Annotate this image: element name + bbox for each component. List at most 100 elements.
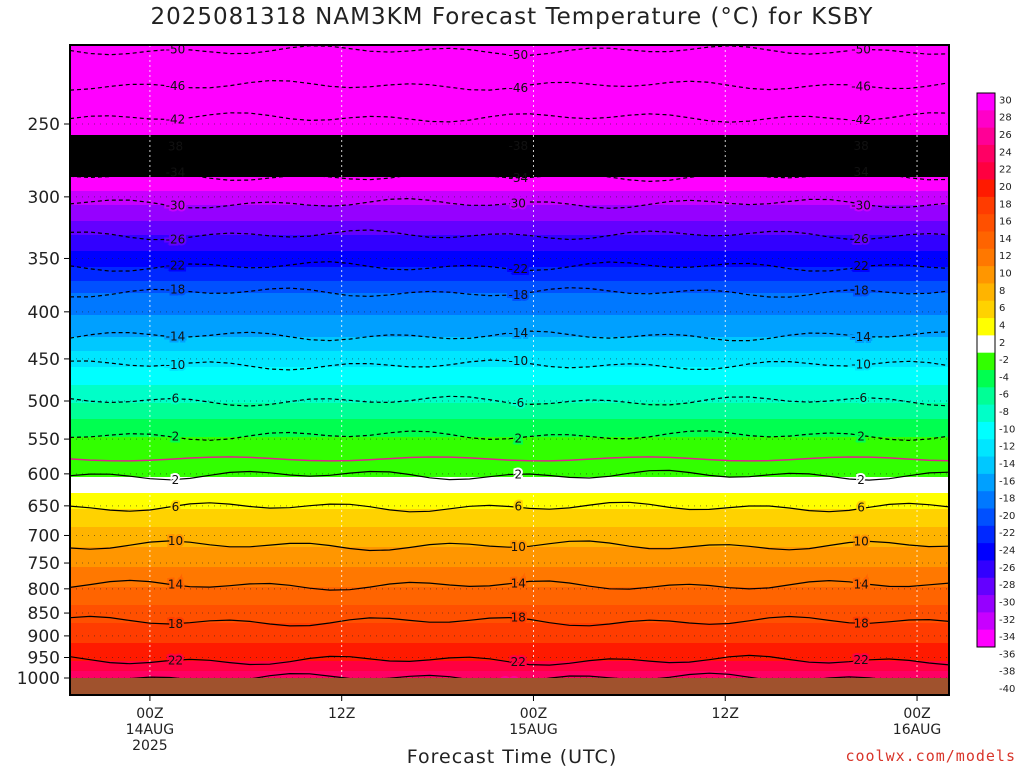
temperature-band bbox=[70, 169, 949, 172]
isotherm-label: 10 bbox=[511, 540, 526, 554]
isotherm-label: 26 bbox=[853, 232, 868, 246]
temperature-band bbox=[70, 65, 949, 68]
temperature-band bbox=[70, 195, 949, 198]
temperature-band bbox=[70, 99, 949, 102]
temperature-band bbox=[70, 373, 949, 376]
temperature-band bbox=[70, 225, 949, 228]
temperature-band bbox=[70, 487, 949, 490]
temperature-band bbox=[70, 641, 949, 644]
colorbar-tick-label: -40 bbox=[999, 684, 1015, 695]
temperature-band bbox=[70, 227, 949, 230]
colorbar-swatch bbox=[977, 144, 995, 163]
temperature-band bbox=[70, 255, 949, 258]
temperature-band bbox=[70, 79, 949, 82]
temperature-band bbox=[70, 561, 949, 564]
colorbar-swatch bbox=[977, 421, 995, 440]
colorbar-tick-label: -12 bbox=[999, 442, 1015, 453]
x-axis-label: Forecast Time (UTC) bbox=[406, 746, 618, 768]
temperature-band bbox=[70, 585, 949, 588]
temperature-band bbox=[70, 533, 949, 536]
colorbar-swatch bbox=[977, 473, 995, 492]
temperature-band bbox=[70, 367, 949, 370]
temperature-band bbox=[70, 423, 949, 426]
temperature-band bbox=[70, 633, 949, 636]
temperature-band bbox=[70, 277, 949, 280]
temperature-band bbox=[70, 601, 949, 604]
temperature-band bbox=[70, 389, 949, 392]
temperature-band bbox=[70, 535, 949, 538]
temperature-band bbox=[70, 323, 949, 326]
temperature-band bbox=[70, 231, 949, 234]
temperature-band bbox=[70, 193, 949, 196]
temperature-band bbox=[70, 339, 949, 342]
temperature-band bbox=[70, 567, 949, 570]
temperature-band bbox=[70, 167, 949, 170]
freezing-level-line bbox=[70, 456, 949, 462]
temperature-band bbox=[70, 119, 949, 122]
temperature-band bbox=[70, 305, 949, 308]
x-tick-label: 14AUG bbox=[126, 722, 175, 738]
temperature-band bbox=[70, 607, 949, 610]
isotherm-label: -6 bbox=[855, 391, 867, 405]
temperature-band bbox=[70, 191, 949, 194]
x-tick-label: 12Z bbox=[328, 706, 355, 722]
terrain-band bbox=[70, 678, 949, 695]
temperature-band bbox=[70, 173, 949, 176]
temperature-band bbox=[70, 481, 949, 484]
colorbar-tick-label: -6 bbox=[999, 390, 1009, 401]
temperature-band bbox=[70, 511, 949, 514]
y-tick-label: 850 bbox=[28, 604, 60, 624]
temperature-band bbox=[70, 63, 949, 66]
isotherm-label: 10 bbox=[853, 534, 868, 548]
temperature-band bbox=[70, 655, 949, 658]
temperature-band bbox=[70, 353, 949, 356]
isotherm-label: 38 bbox=[168, 139, 183, 153]
temperature-band bbox=[70, 407, 949, 410]
temperature-band bbox=[70, 545, 949, 548]
temperature-band bbox=[70, 463, 949, 466]
temperature-band bbox=[70, 315, 949, 318]
temperature-band bbox=[70, 613, 949, 616]
colorbar-legend: 30 28 26 24 22 20 18 16 14 12 10 8 6 4 2 -2 -4 -6 -8 -10 -12… bbox=[976, 92, 1015, 695]
temperature-band bbox=[70, 157, 949, 160]
isotherm-line bbox=[70, 171, 949, 183]
temperature-band bbox=[70, 223, 949, 226]
temperature-band bbox=[70, 303, 949, 306]
colorbar-tick-label: -36 bbox=[999, 649, 1015, 660]
colorbar-swatch bbox=[977, 525, 995, 544]
isotherm-label: -6 bbox=[512, 396, 524, 410]
temperature-band bbox=[70, 235, 949, 238]
temperature-band bbox=[70, 109, 949, 112]
temperature-band bbox=[70, 547, 949, 550]
colorbar-swatch bbox=[977, 370, 995, 388]
temperature-band bbox=[70, 319, 949, 322]
temperature-band bbox=[70, 229, 949, 232]
colorbar-swatch bbox=[977, 352, 995, 371]
isotherm-label: -10 bbox=[166, 358, 186, 372]
temperature-band bbox=[70, 219, 949, 222]
isotherm-label: -50 bbox=[851, 43, 871, 57]
isotherm-line bbox=[70, 615, 949, 627]
temperature-band bbox=[70, 531, 949, 534]
temperature-band bbox=[70, 453, 949, 456]
temperature-band bbox=[70, 51, 949, 54]
isotherm-label: 6 bbox=[514, 500, 522, 514]
temperature-band bbox=[70, 569, 949, 572]
isotherm-line bbox=[70, 287, 949, 298]
temperature-band bbox=[70, 127, 949, 130]
temperature-band bbox=[70, 95, 949, 98]
temperature-band bbox=[70, 657, 949, 660]
temperature-band bbox=[70, 289, 949, 292]
temperature-band bbox=[70, 631, 949, 634]
temperature-band bbox=[70, 331, 949, 334]
temperature-band bbox=[70, 321, 949, 324]
colorbar-tick-label: 30 bbox=[999, 95, 1012, 106]
temperature-band bbox=[70, 611, 949, 614]
temperature-band bbox=[70, 147, 949, 150]
temperature-band bbox=[70, 171, 949, 174]
temperature-band bbox=[70, 557, 949, 560]
temperature-band bbox=[70, 449, 949, 452]
temperature-band bbox=[70, 317, 949, 320]
temperature-band bbox=[70, 539, 949, 542]
colorbar-tick-label: 16 bbox=[999, 217, 1012, 228]
